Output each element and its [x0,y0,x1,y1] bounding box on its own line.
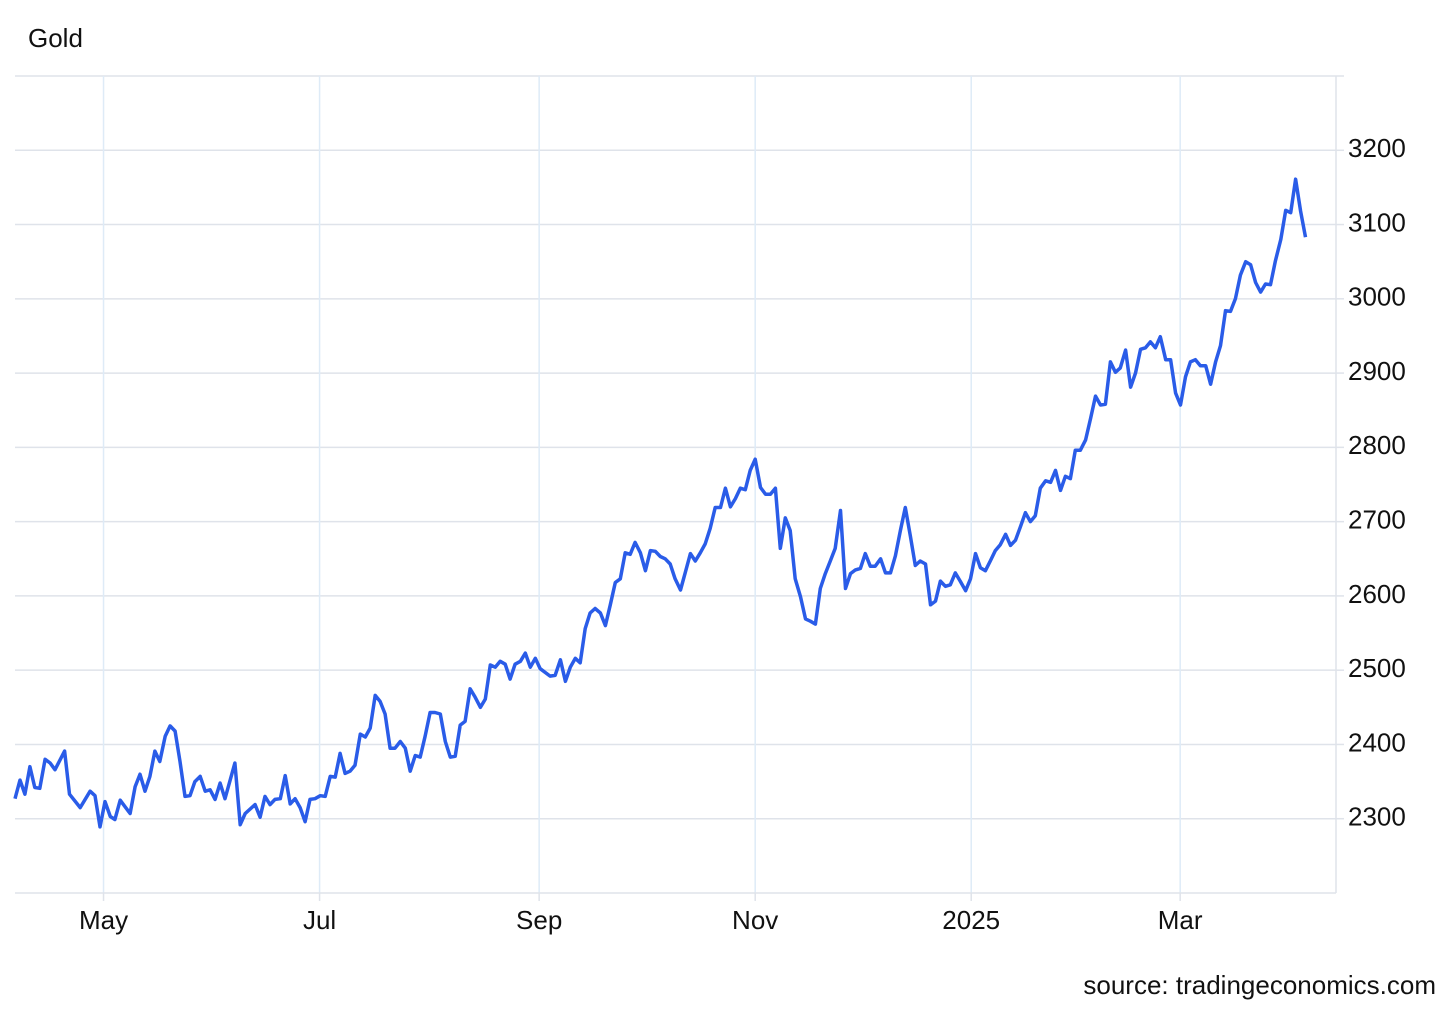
y-tick-label: 2500 [1348,653,1406,683]
x-tick-label: 2025 [942,905,1000,935]
y-tick-label: 2300 [1348,802,1406,832]
y-tick-label: 2400 [1348,727,1406,757]
x-tick-label: Mar [1158,905,1203,935]
x-tick-label: Sep [516,905,562,935]
y-tick-label: 3100 [1348,207,1406,237]
x-tick-label: Nov [732,905,778,935]
price-line [13,177,1308,829]
y-tick-label: 2700 [1348,505,1406,535]
y-tick-label: 3000 [1348,282,1406,312]
chart-title: Gold [28,23,83,53]
y-tick-label: 2600 [1348,579,1406,609]
x-tick-label: Jul [303,905,336,935]
x-tick-label: May [79,905,128,935]
y-tick-label: 2900 [1348,356,1406,386]
y-tick-label: 2800 [1348,430,1406,460]
y-tick-label: 3200 [1348,133,1406,163]
source-note: source: tradingeconomics.com [1083,970,1436,1000]
